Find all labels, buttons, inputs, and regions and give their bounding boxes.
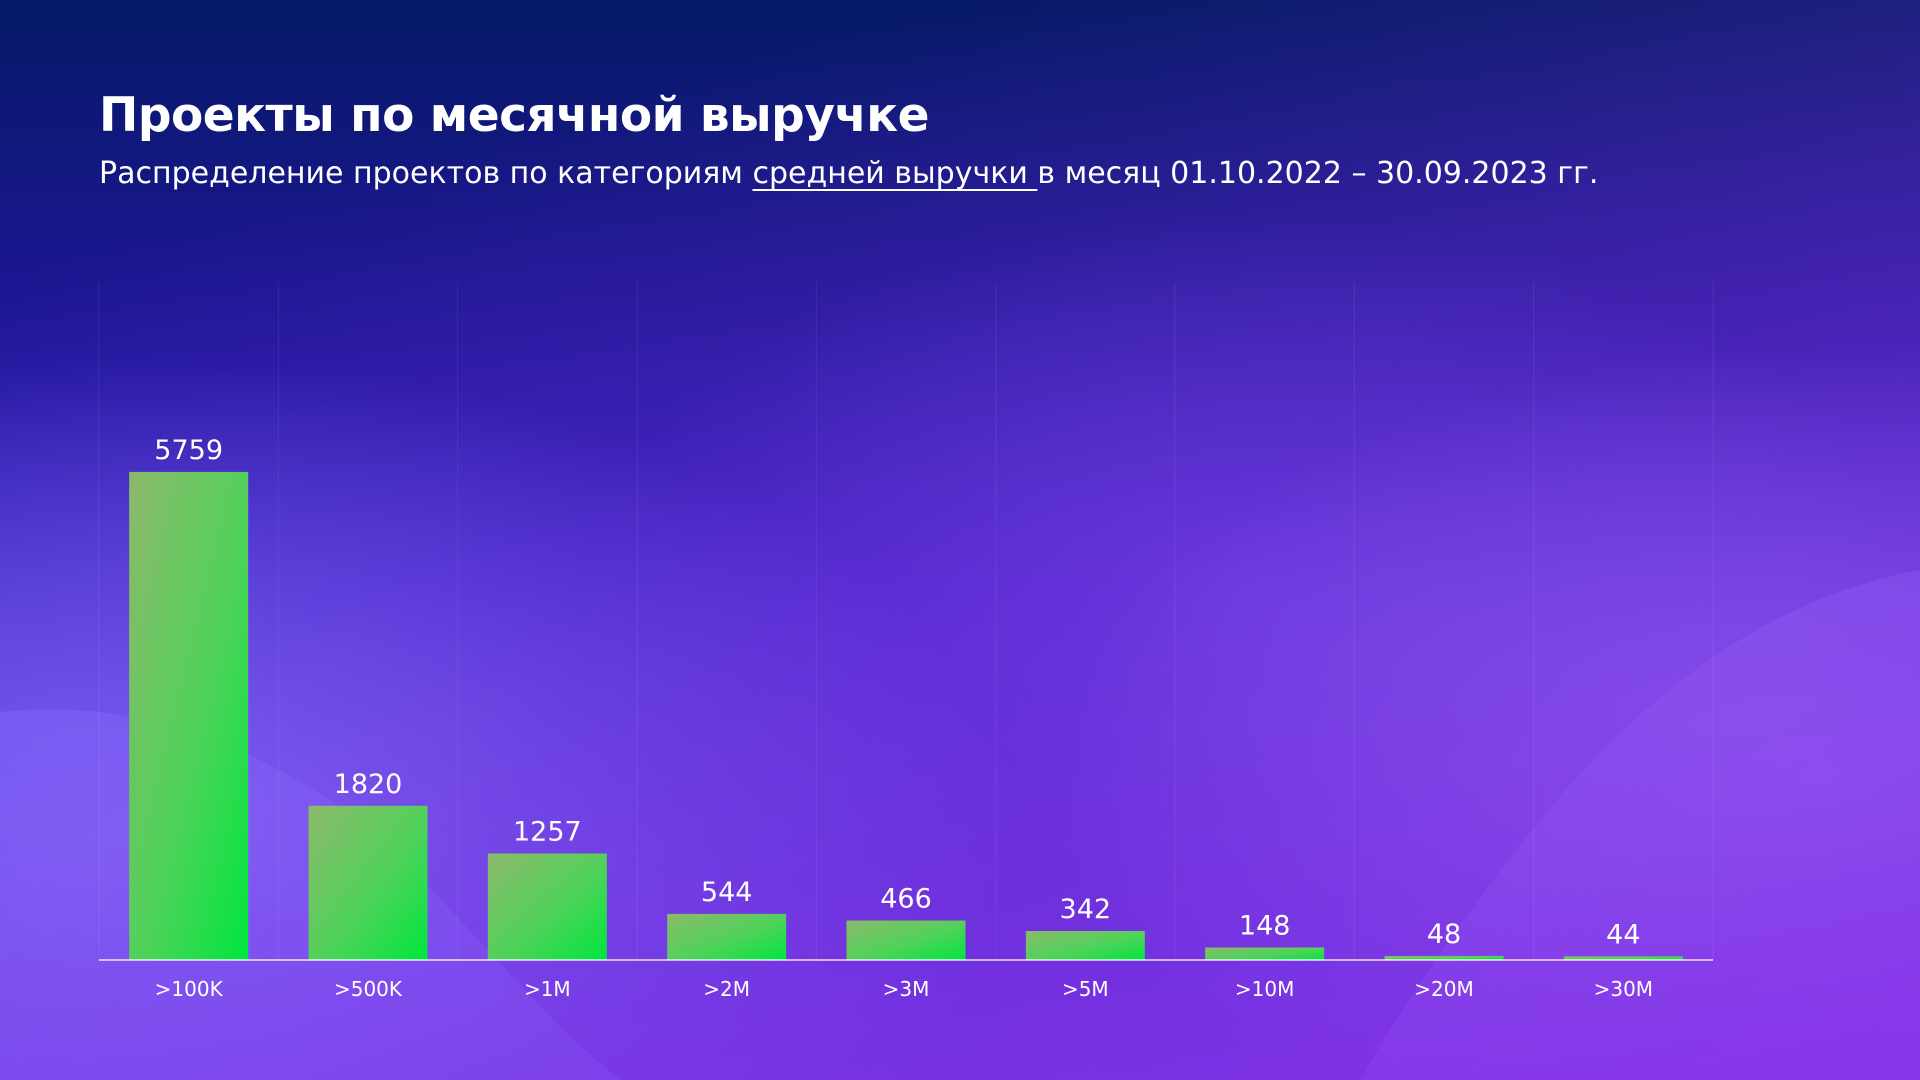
header: Проекты по месячной выручке Распределени… <box>99 84 1598 198</box>
chart-category-labels: >100K >500K >1M >2M >3M >5M >10M >20M >30M <box>155 977 1653 1001</box>
chart-value-labels: 5759 1820 1257 544 466 342 148 48 44 <box>154 435 1640 950</box>
bar-8 <box>1563 956 1683 960</box>
bar-3 <box>667 913 787 960</box>
bar-6 <box>1205 947 1325 960</box>
page-title: Проекты по месячной выручке <box>99 88 930 143</box>
bar-value-label: 44 <box>1606 919 1640 950</box>
bar-value-label: 544 <box>701 877 753 908</box>
bar-1 <box>308 805 428 960</box>
subtitle-text-before: Распределение проектов по категориям <box>99 156 753 191</box>
bar-value-label: 48 <box>1427 919 1461 950</box>
bar-value-label: 342 <box>1060 894 1112 925</box>
category-label: >500K <box>334 977 403 1001</box>
page-subtitle: Распределение проектов по категориям сре… <box>99 150 1598 198</box>
category-label: >1M <box>524 977 571 1001</box>
bar-0 <box>129 471 249 960</box>
subtitle-text-after: в месяц 01.10.2022 – 30.09.2023 гг. <box>1037 156 1599 191</box>
bar-value-label: 148 <box>1239 910 1291 941</box>
bar-value-label: 1820 <box>334 769 403 800</box>
bar-4 <box>846 920 966 960</box>
bar-value-label: 1257 <box>513 816 582 847</box>
bar-value-label: 466 <box>880 884 932 915</box>
bar-7 <box>1384 955 1504 960</box>
category-label: >2M <box>703 977 750 1001</box>
bar-2 <box>487 853 607 960</box>
category-label: >20M <box>1414 977 1473 1001</box>
category-label: >100K <box>155 977 224 1001</box>
bar-5 <box>1025 931 1145 960</box>
chart-bars <box>129 471 1683 960</box>
subtitle-link[interactable]: средней выручки <box>752 156 1038 191</box>
category-label: >3M <box>883 977 930 1001</box>
chart-grid <box>98 282 1714 960</box>
category-label: >10M <box>1235 977 1294 1001</box>
bar-value-label: 5759 <box>154 435 223 466</box>
category-label: >30M <box>1594 977 1653 1001</box>
category-label: >5M <box>1062 977 1109 1001</box>
